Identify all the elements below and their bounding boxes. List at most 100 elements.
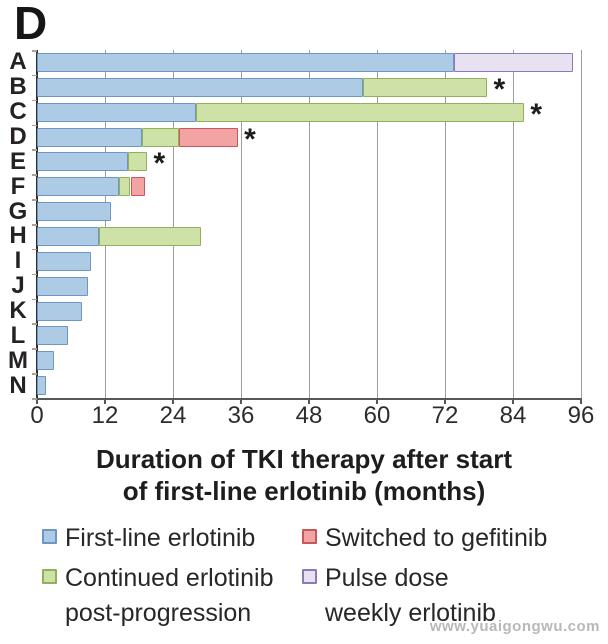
y-category-label-E: E bbox=[9, 147, 26, 175]
y-axis-tick-10 bbox=[32, 298, 37, 301]
y-category-label-M: M bbox=[8, 346, 28, 374]
gridline-24 bbox=[172, 50, 174, 398]
y-axis-tick-1 bbox=[32, 74, 37, 77]
bar-I-segment-first_line bbox=[37, 251, 91, 271]
y-axis-tick-6 bbox=[32, 199, 37, 201]
y-category-label-J: J bbox=[11, 272, 25, 300]
y-axis-tick-4 bbox=[32, 149, 37, 151]
gridline-36 bbox=[240, 50, 242, 398]
bar-F-segment-switched bbox=[130, 177, 145, 197]
legend-swatch-switched-icon bbox=[302, 529, 317, 544]
x-axis-tick-0 bbox=[36, 398, 38, 404]
x-tick-label-0: 0 bbox=[30, 402, 44, 429]
bar-J-segment-first_line bbox=[37, 276, 88, 296]
bar-A-segment-first_line bbox=[37, 52, 454, 72]
bar-M-segment-first_line bbox=[37, 351, 54, 371]
y-category-label-G: G bbox=[8, 197, 28, 225]
gridline-48 bbox=[308, 50, 310, 398]
legend-item-first_line: First-line erlotinib bbox=[42, 521, 302, 556]
x-axis-tick-24 bbox=[172, 398, 174, 404]
legend-swatch-continued-icon bbox=[42, 569, 57, 584]
x-axis-tick-84 bbox=[512, 398, 514, 404]
bar-H-segment-continued bbox=[99, 226, 202, 246]
y-axis-tick-11 bbox=[32, 323, 37, 325]
gridline-84 bbox=[512, 50, 514, 398]
significance-asterisk-C: * bbox=[530, 97, 543, 131]
bar-G-segment-first_line bbox=[37, 202, 111, 222]
gridline-96 bbox=[580, 50, 582, 398]
bar-D-segment-switched bbox=[178, 127, 239, 147]
y-axis-tick-12 bbox=[32, 348, 37, 350]
y-category-label-I: I bbox=[14, 247, 22, 275]
x-tick-label-84: 84 bbox=[499, 402, 527, 429]
bar-C-segment-first_line bbox=[37, 102, 196, 122]
y-category-label-D: D bbox=[9, 123, 27, 150]
bar-F-segment-first_line bbox=[37, 177, 120, 197]
y-category-label-L: L bbox=[10, 321, 26, 349]
bar-L-segment-first_line bbox=[37, 326, 69, 346]
gridline-12 bbox=[104, 50, 106, 398]
y-category-label-N: N bbox=[9, 371, 27, 399]
significance-asterisk-B: * bbox=[493, 72, 506, 106]
y-category-label-H: H bbox=[9, 222, 27, 250]
x-tick-label-48: 48 bbox=[295, 402, 323, 429]
x-tick-label-24: 24 bbox=[159, 402, 187, 429]
y-axis-tick-2 bbox=[32, 99, 37, 102]
bar-K-segment-first_line bbox=[37, 301, 83, 321]
legend-label-first_line: First-line erlotinib bbox=[65, 524, 256, 552]
legend-label-switched: Switched to gefitinib bbox=[325, 524, 548, 552]
x-axis-tick-12 bbox=[104, 398, 106, 404]
gridline-60 bbox=[376, 50, 378, 398]
x-axis-tick-60 bbox=[376, 398, 378, 404]
bar-B-segment-first_line bbox=[37, 77, 363, 97]
significance-asterisk-D: * bbox=[244, 122, 256, 156]
x-axis-tick-48 bbox=[308, 398, 310, 404]
x-axis-tick-36 bbox=[240, 398, 242, 404]
bar-C-segment-continued bbox=[195, 102, 525, 122]
y-axis-tick-5 bbox=[32, 174, 37, 176]
legend-swatch-pulse-icon bbox=[302, 569, 317, 584]
y-axis-tick-3 bbox=[32, 124, 37, 127]
panel-label: D bbox=[14, 0, 48, 49]
y-axis-tick-0 bbox=[32, 50, 37, 52]
y-category-label-K: K bbox=[9, 297, 27, 324]
gridline-72 bbox=[444, 50, 446, 398]
bar-E-segment-continued bbox=[127, 152, 148, 172]
bar-B-segment-continued bbox=[362, 77, 488, 97]
legend-label-continued: Continued erlotinib post-progression bbox=[65, 564, 274, 627]
y-axis-line bbox=[36, 50, 38, 398]
bar-D-segment-continued bbox=[141, 127, 179, 147]
plot-area: * * * * bbox=[32, 50, 582, 404]
x-axis-tick-96 bbox=[580, 398, 582, 404]
bar-F-segment-continued bbox=[119, 177, 131, 197]
significance-asterisk-E: * bbox=[153, 147, 166, 181]
y-axis-tick-13 bbox=[32, 373, 37, 375]
y-category-label-F: F bbox=[10, 172, 26, 200]
bar-D-segment-first_line bbox=[37, 127, 142, 147]
legend-item-continued: Continued erlotinib post-progression bbox=[42, 561, 302, 631]
watermark-text: www.yuaigongwu.com bbox=[429, 618, 600, 635]
bar-A-segment-pulse bbox=[453, 52, 573, 72]
bar-H-segment-first_line bbox=[37, 226, 100, 246]
x-axis-tick-72 bbox=[444, 398, 446, 404]
x-tick-label-72: 72 bbox=[431, 402, 459, 429]
x-tick-label-36: 36 bbox=[227, 402, 255, 429]
y-axis-tick-14 bbox=[32, 398, 37, 400]
y-category-label-B: B bbox=[9, 73, 27, 101]
x-tick-label-12: 12 bbox=[91, 402, 119, 429]
y-category-label-C: C bbox=[9, 98, 27, 126]
bar-N-segment-first_line bbox=[37, 376, 46, 396]
x-tick-label-96: 96 bbox=[567, 402, 595, 429]
y-axis-tick-7 bbox=[32, 224, 37, 226]
legend: First-line erlotinib Switched to gefitini… bbox=[42, 521, 602, 631]
legend-label-pulse: Pulse dose weekly erlotinib bbox=[325, 564, 496, 627]
x-axis-title-line1: Duration of TKI therapy after start bbox=[95, 444, 513, 474]
legend-swatch-first_line-icon bbox=[42, 529, 57, 544]
x-tick-label-60: 60 bbox=[363, 402, 391, 429]
y-axis-tick-8 bbox=[32, 248, 37, 251]
x-axis-title: Duration of TKI therapy after start of f… bbox=[0, 443, 608, 507]
legend-item-switched: Switched to gefitinib bbox=[302, 521, 602, 556]
legend-item-pulse: Pulse dose weekly erlotinib bbox=[302, 561, 602, 631]
x-axis-title-line2: of first-line erlotinib (months) bbox=[122, 476, 486, 506]
